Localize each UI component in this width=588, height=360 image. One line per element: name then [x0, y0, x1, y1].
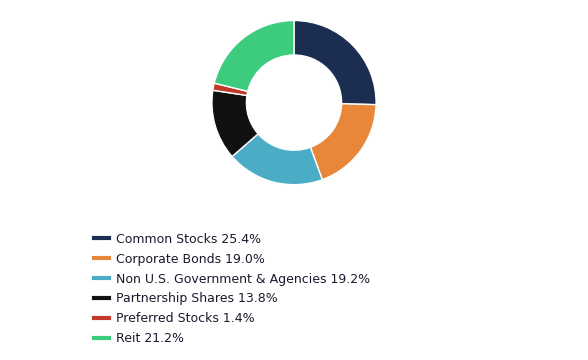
Wedge shape: [213, 83, 248, 95]
Wedge shape: [214, 21, 294, 91]
Wedge shape: [310, 104, 376, 180]
Legend: Common Stocks 25.4%, Corporate Bonds 19.0%, Non U.S. Government & Agencies 19.2%: Common Stocks 25.4%, Corporate Bonds 19.…: [89, 228, 375, 350]
Wedge shape: [232, 134, 322, 185]
Wedge shape: [294, 21, 376, 105]
Wedge shape: [212, 90, 258, 157]
